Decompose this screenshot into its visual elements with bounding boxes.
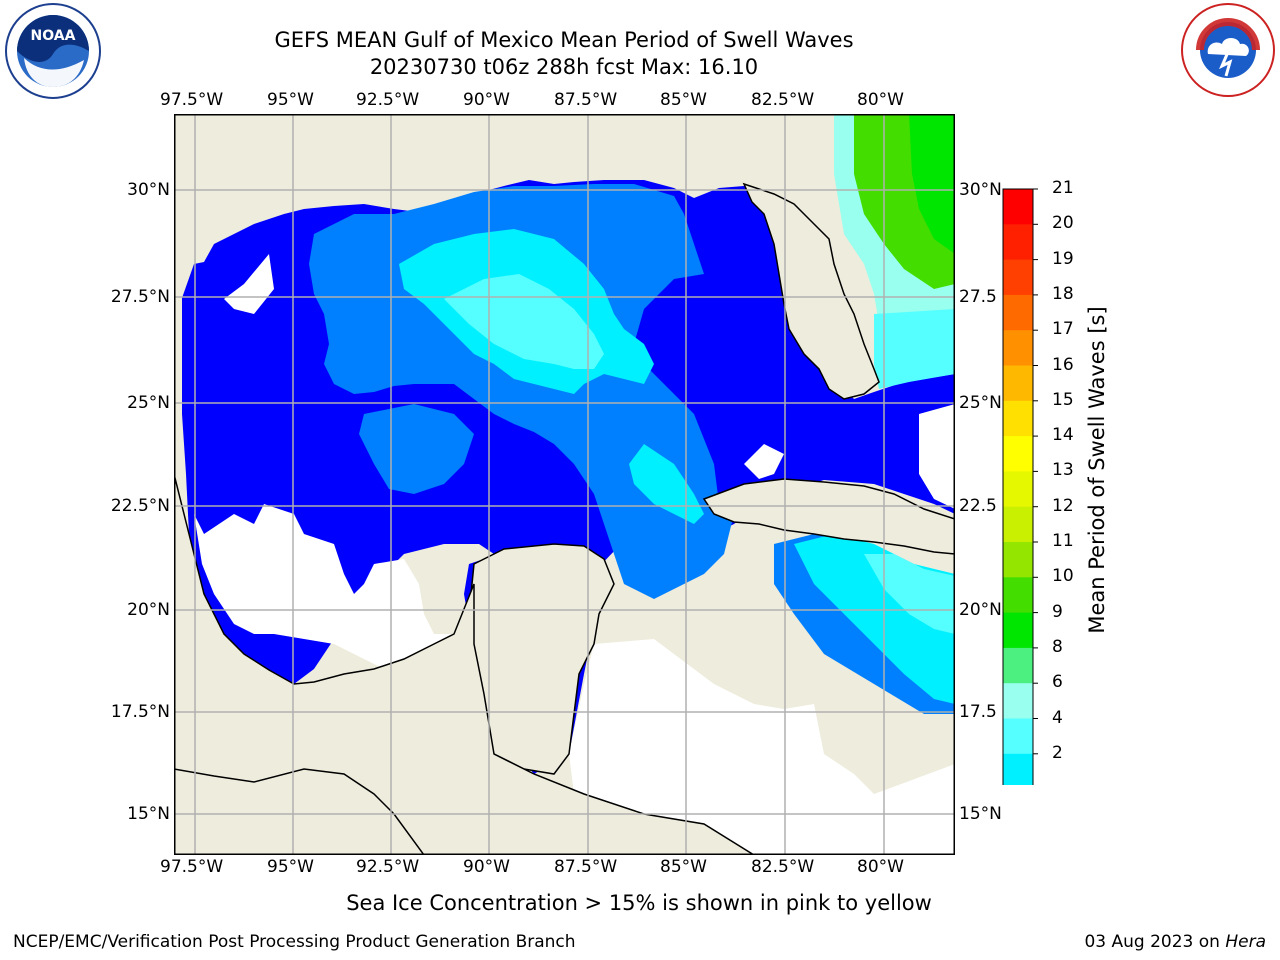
atlantic-swell-8-9 xyxy=(874,309,955,389)
sea-ice-caption: Sea Ice Concentration > 15% is shown in … xyxy=(0,891,1280,915)
lon-tick-top-8: 80°W xyxy=(857,90,904,110)
lat-tick-left-4: 22.5°N xyxy=(110,496,170,516)
colorbar-segment xyxy=(1003,259,1033,296)
colorbar-segment xyxy=(1003,294,1033,331)
colorbar-tick-label: 10 xyxy=(1052,566,1074,587)
colorbar-tick-label: 12 xyxy=(1052,495,1074,516)
no-data-patch-se xyxy=(919,404,955,509)
colorbar-segment xyxy=(1003,365,1033,402)
lat-tick-right-2: 27.5 xyxy=(959,287,997,307)
footer-date: 03 Aug 2023 on Hera xyxy=(1084,932,1266,952)
colorbar-tick-label: 13 xyxy=(1052,460,1074,481)
graticule xyxy=(174,114,955,855)
colorbar-segment xyxy=(1003,189,1033,225)
lon-tick-bottom-2: 95°W xyxy=(267,857,314,877)
lon-tick-bottom-6: 85°W xyxy=(660,857,707,877)
lat-tick-right-7: 15°N xyxy=(959,804,1002,824)
sea-ice-caption-text: Sea Ice Concentration > 15% is shown in … xyxy=(346,891,932,915)
lat-tick-left-1: 30°N xyxy=(127,180,170,200)
map-panel xyxy=(174,114,955,855)
colorbar-tick-label: 18 xyxy=(1052,283,1074,304)
lat-tick-right-6: 17.5 xyxy=(959,702,997,722)
colorbar-tick-label: 2 xyxy=(1052,742,1063,763)
colorbar-tick-label: 15 xyxy=(1052,389,1074,410)
colorbar-segment xyxy=(1003,436,1033,472)
colorbar-segment xyxy=(1003,753,1033,785)
lon-tick-bottom-5: 87.5°W xyxy=(554,857,618,877)
colorbar-segment xyxy=(1003,577,1033,614)
lon-tick-bottom-3: 92.5°W xyxy=(356,857,420,877)
map-frame xyxy=(174,114,955,855)
footer-date-text: 03 Aug 2023 on xyxy=(1084,932,1226,952)
colorbar-tick-label: 14 xyxy=(1052,425,1074,446)
colorbar-segment xyxy=(1003,647,1033,684)
lon-tick-top-4: 90°W xyxy=(463,90,510,110)
chart-title: GEFS MEAN Gulf of Mexico Mean Period of … xyxy=(274,28,854,52)
nws-logo xyxy=(1180,2,1276,98)
chart-subtitle: 20230730 t06z 288h fcst Max: 16.10 xyxy=(369,55,759,79)
lon-tick-bottom-1: 97.5°W xyxy=(160,857,224,877)
florida-peninsula xyxy=(742,182,880,400)
colorbar-segment xyxy=(1003,224,1033,261)
lon-tick-bottom-8: 80°W xyxy=(857,857,904,877)
colorbar-segment xyxy=(1003,542,1033,578)
colorbar-segment xyxy=(1003,612,1033,649)
no-data-patch-caribbean xyxy=(569,639,955,855)
colorbar xyxy=(1002,188,1038,785)
atlantic-swell-11 xyxy=(909,114,955,254)
lat-tick-left-7: 15°N xyxy=(127,804,170,824)
lon-tick-top-3: 92.5°W xyxy=(356,90,420,110)
lat-tick-right-3: 25°N xyxy=(959,393,1002,413)
colorbar-tick-label: 19 xyxy=(1052,248,1074,269)
footer-credit: NCEP/EMC/Verification Post Processing Pr… xyxy=(13,932,576,952)
no-data-patch-e xyxy=(744,444,784,479)
colorbar-tick-label: 20 xyxy=(1052,213,1074,234)
no-data-patch-nw xyxy=(224,254,274,314)
colorbar-segment xyxy=(1003,506,1033,543)
lon-tick-bottom-4: 90°W xyxy=(463,857,510,877)
colorbar-tick-label: 8 xyxy=(1052,636,1063,657)
colorbar-segment xyxy=(1003,718,1033,755)
lat-tick-right-1: 30°N xyxy=(959,180,1002,200)
lat-tick-right-4: 22.5 xyxy=(959,496,997,516)
colorbar-segment xyxy=(1003,471,1033,508)
colorbar-segment xyxy=(1003,683,1033,719)
period-4-6-south xyxy=(359,404,474,494)
lon-tick-top-5: 87.5°W xyxy=(554,90,618,110)
lat-tick-right-5: 20°N xyxy=(959,600,1002,620)
lon-tick-top-2: 95°W xyxy=(267,90,314,110)
no-data-patch-sw xyxy=(194,504,454,674)
lon-tick-bottom-7: 82.5°W xyxy=(751,857,815,877)
colorbar-segment xyxy=(1003,400,1033,437)
footer-host: Hera xyxy=(1225,932,1266,952)
noaa-logo-text: NOAA xyxy=(31,28,76,44)
colorbar-tick-label: 6 xyxy=(1052,672,1063,693)
colorbar-tick-label: 9 xyxy=(1052,601,1063,622)
lat-tick-left-2: 27.5°N xyxy=(110,287,170,307)
noaa-logo: NOAA xyxy=(4,2,102,100)
colorbar-tick-label: 21 xyxy=(1052,178,1074,198)
lat-tick-left-5: 20°N xyxy=(127,600,170,620)
mexico-land xyxy=(174,473,756,855)
lon-tick-top-7: 82.5°W xyxy=(751,90,815,110)
lon-tick-top-6: 85°W xyxy=(660,90,707,110)
lon-tick-top-1: 97.5°W xyxy=(160,90,224,110)
colorbar-tick-label: 16 xyxy=(1052,354,1074,375)
colorbar-tick-label: 17 xyxy=(1052,319,1074,340)
colorbar-tick-label: 11 xyxy=(1052,531,1074,551)
colorbar-tick-label: 4 xyxy=(1052,707,1063,728)
cuba-island xyxy=(702,478,955,555)
lat-tick-left-3: 25°N xyxy=(127,393,170,413)
colorbar-label: Mean Period of Swell Waves [s] xyxy=(1085,306,1109,634)
caribbean-swell-8-9 xyxy=(864,554,955,634)
lat-tick-left-6: 17.5°N xyxy=(110,702,170,722)
colorbar-segment xyxy=(1003,330,1033,366)
